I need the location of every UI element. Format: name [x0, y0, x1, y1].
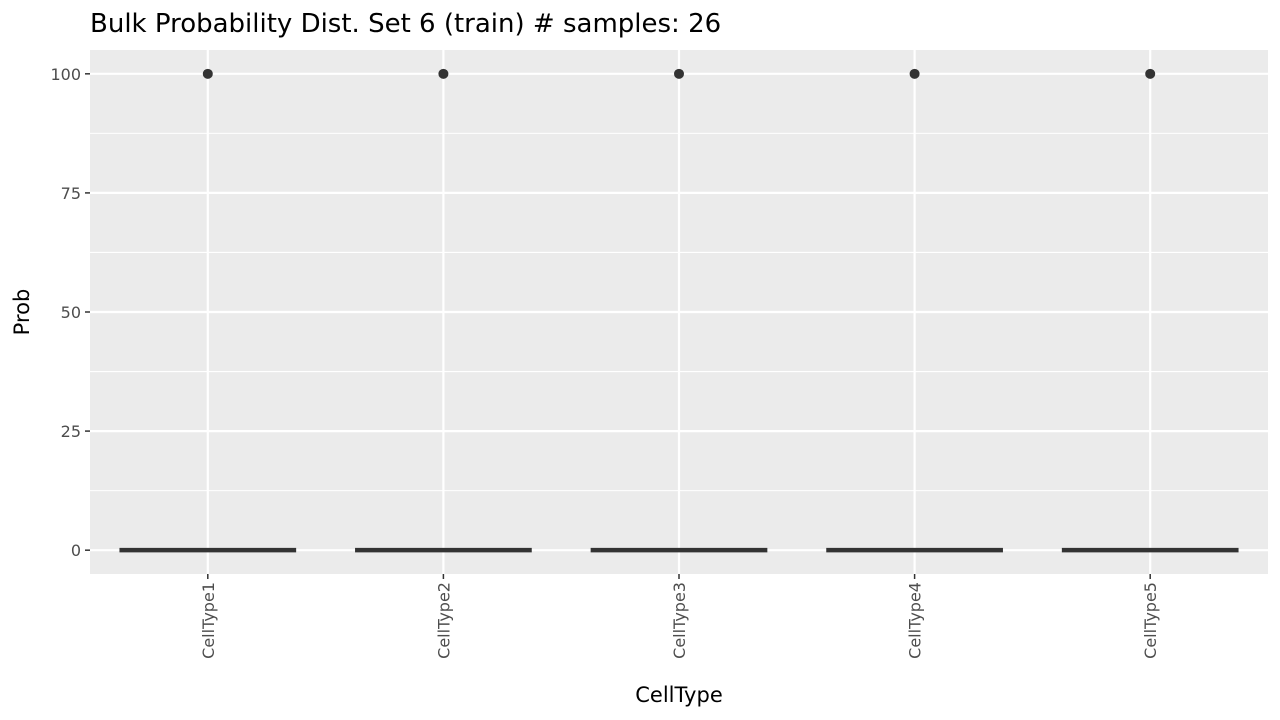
- grid-lines: [90, 50, 1268, 574]
- x-axis-title: CellType: [635, 683, 723, 707]
- x-tick-label: CellType1: [199, 582, 218, 659]
- box-CellType2: [355, 68, 532, 553]
- x-tick-label: CellType3: [670, 582, 689, 659]
- y-tick-label: 50: [61, 303, 81, 322]
- box-CellType3: [590, 68, 768, 553]
- chart-title: Bulk Probability Dist. Set 6 (train) # s…: [90, 9, 721, 39]
- outlier-point: [674, 68, 684, 79]
- y-tick-label: 25: [61, 422, 81, 441]
- x-tick-label: CellType4: [906, 582, 925, 659]
- box-marks: [119, 68, 1239, 553]
- box-CellType5: [1061, 68, 1239, 553]
- y-axis-title: Prob: [10, 289, 34, 336]
- outlier-point: [438, 68, 449, 79]
- x-tick-label: CellType2: [434, 582, 453, 659]
- x-tick-label: CellType5: [1141, 582, 1160, 659]
- y-tick-label: 0: [71, 541, 81, 560]
- y-tick-label: 100: [50, 65, 81, 84]
- box-CellType4: [826, 68, 1003, 553]
- box-CellType1: [119, 68, 297, 553]
- y-tick-label: 75: [61, 184, 81, 203]
- axes: 0 25 50 75 100 CellType1 CellType2 CellType3 Cel…: [50, 65, 1160, 659]
- outlier-point: [202, 68, 213, 79]
- outlier-point: [909, 68, 920, 79]
- outlier-point: [1145, 68, 1156, 79]
